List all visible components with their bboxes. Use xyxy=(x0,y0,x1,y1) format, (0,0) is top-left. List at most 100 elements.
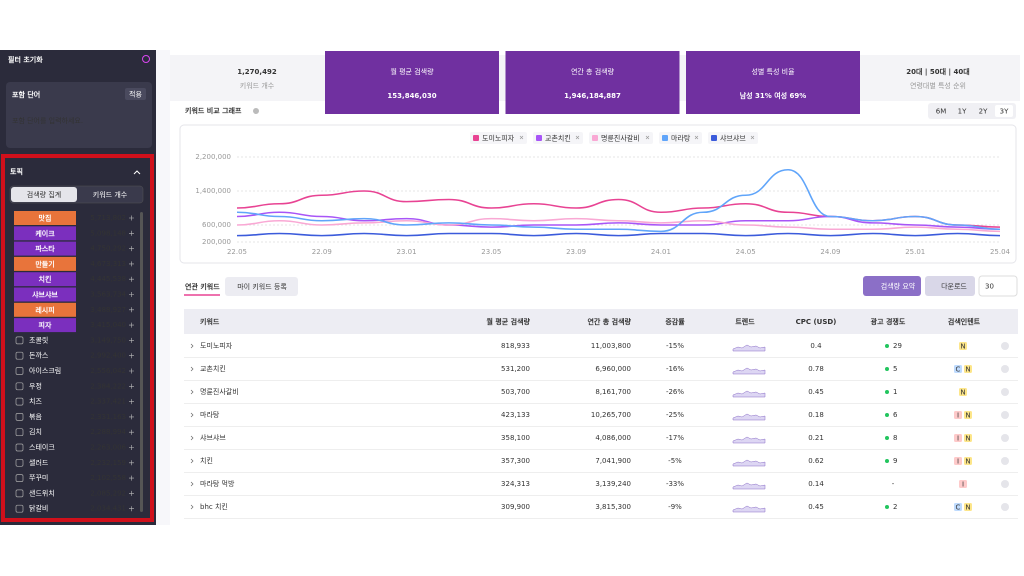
more-button[interactable] xyxy=(1001,457,1009,465)
summary-button[interactable] xyxy=(863,276,921,296)
keyword: 교촌치킨 xyxy=(200,364,226,373)
checkbox[interactable] xyxy=(15,413,24,421)
add-icon[interactable] xyxy=(129,429,134,435)
checkbox[interactable] xyxy=(15,382,24,391)
intent-badge xyxy=(954,365,962,373)
more-button[interactable] xyxy=(1001,342,1009,350)
add-icon[interactable] xyxy=(129,414,134,420)
stat-value: 1,270,492 xyxy=(237,68,277,76)
tab-button[interactable] xyxy=(225,277,298,296)
checkbox[interactable] xyxy=(15,474,24,482)
add-icon[interactable] xyxy=(129,368,134,374)
more-button[interactable] xyxy=(1001,365,1009,373)
range-button[interactable]: 1Y xyxy=(958,108,967,116)
annual-volume: 10,265,700 xyxy=(591,411,631,419)
legend-close[interactable] xyxy=(519,135,524,140)
more-button[interactable] xyxy=(1001,480,1009,488)
legend-close[interactable] xyxy=(750,135,755,140)
topic-value: 2,102,558 xyxy=(90,474,126,482)
apply-button[interactable] xyxy=(125,88,146,100)
change-rate: -17% xyxy=(666,434,684,442)
checkbox[interactable] xyxy=(15,504,24,513)
expand-icon[interactable] xyxy=(190,435,194,441)
checkbox[interactable] xyxy=(15,397,24,406)
keyword: 명륜진사갈비 xyxy=(200,387,239,396)
cpc: 0.21 xyxy=(808,434,824,442)
table-header: 연간 총 검색량 xyxy=(587,317,631,326)
legend-close[interactable] xyxy=(694,135,699,140)
scrollbar xyxy=(140,212,143,512)
legend-chip[interactable] xyxy=(708,132,758,144)
intent-label: I xyxy=(957,434,959,442)
competition: 5 xyxy=(893,365,897,373)
expand-icon[interactable] xyxy=(190,366,194,372)
checkbox[interactable] xyxy=(15,336,24,345)
more-button[interactable] xyxy=(1001,388,1009,396)
add-icon[interactable] xyxy=(129,307,134,313)
add-icon[interactable] xyxy=(129,292,134,297)
more-button[interactable] xyxy=(1001,434,1009,442)
more-button[interactable] xyxy=(1001,503,1009,511)
add-icon[interactable] xyxy=(129,276,134,282)
expand-icon[interactable] xyxy=(190,504,194,510)
checkbox[interactable] xyxy=(15,458,24,467)
x-tick-label: 25.01 xyxy=(905,248,925,256)
banner-title: 월 평균 검색량 xyxy=(390,67,434,76)
reset-icon[interactable] xyxy=(142,55,150,63)
legend-chip[interactable] xyxy=(589,132,653,144)
intent-label: I xyxy=(957,457,959,465)
add-icon[interactable] xyxy=(129,460,134,466)
keyword: bhc 치킨 xyxy=(200,502,228,511)
legend-chip[interactable] xyxy=(659,132,702,144)
add-icon[interactable] xyxy=(129,230,134,236)
add-icon[interactable] xyxy=(129,261,134,267)
expand-icon[interactable] xyxy=(190,481,194,487)
topic-value: 3,149,750 xyxy=(90,336,126,344)
topic-value: 2,556,042 xyxy=(90,367,126,375)
expand-icon[interactable] xyxy=(190,343,194,349)
table-header: CPC (USD) xyxy=(796,318,837,326)
intent-label: N xyxy=(960,342,965,350)
add-icon[interactable] xyxy=(129,399,134,405)
add-icon[interactable] xyxy=(129,322,134,328)
add-icon[interactable] xyxy=(129,490,134,496)
x-tick-label: 24.09 xyxy=(820,248,840,256)
add-icon[interactable] xyxy=(129,475,134,481)
checkbox[interactable] xyxy=(15,428,24,437)
active-tab[interactable] xyxy=(11,187,77,202)
add-icon[interactable] xyxy=(129,506,134,512)
page-size[interactable] xyxy=(978,275,1018,297)
legend-label: 마라탕 xyxy=(671,134,691,143)
legend-chip[interactable] xyxy=(470,132,527,144)
checkbox[interactable] xyxy=(15,489,24,498)
topic-value: 2,288,994 xyxy=(90,428,126,436)
checkbox[interactable] xyxy=(15,351,24,360)
include-placeholder: 포함 단어를 입력하세요. xyxy=(12,116,83,125)
add-icon[interactable] xyxy=(129,445,134,450)
expand-icon[interactable] xyxy=(190,458,194,464)
legend-chip[interactable] xyxy=(533,132,583,144)
add-icon[interactable] xyxy=(129,246,134,252)
add-icon[interactable] xyxy=(129,215,134,221)
add-icon[interactable] xyxy=(129,353,134,359)
keyword: 도미노피자 xyxy=(200,341,233,350)
tab: 키워드 개수 xyxy=(93,190,128,199)
add-icon[interactable] xyxy=(129,383,134,389)
legend-close[interactable] xyxy=(645,135,650,140)
collapse-icon xyxy=(133,170,141,175)
add-icon[interactable] xyxy=(129,337,134,343)
more-button[interactable] xyxy=(1001,411,1009,419)
competition: 8 xyxy=(893,434,897,442)
expand-icon[interactable] xyxy=(190,412,194,418)
intent-label: N xyxy=(965,457,970,465)
download-button[interactable] xyxy=(925,276,975,296)
info-icon xyxy=(253,108,259,114)
expand-icon[interactable] xyxy=(190,389,194,395)
legend-close[interactable] xyxy=(575,135,580,140)
range-button[interactable]: 3Y xyxy=(1000,108,1009,116)
range-button[interactable]: 6M xyxy=(936,108,947,116)
checkbox[interactable] xyxy=(15,367,24,375)
topic-value: 3,488,927 xyxy=(90,306,126,314)
range-button[interactable]: 2Y xyxy=(979,108,988,116)
checkbox[interactable] xyxy=(15,443,24,452)
